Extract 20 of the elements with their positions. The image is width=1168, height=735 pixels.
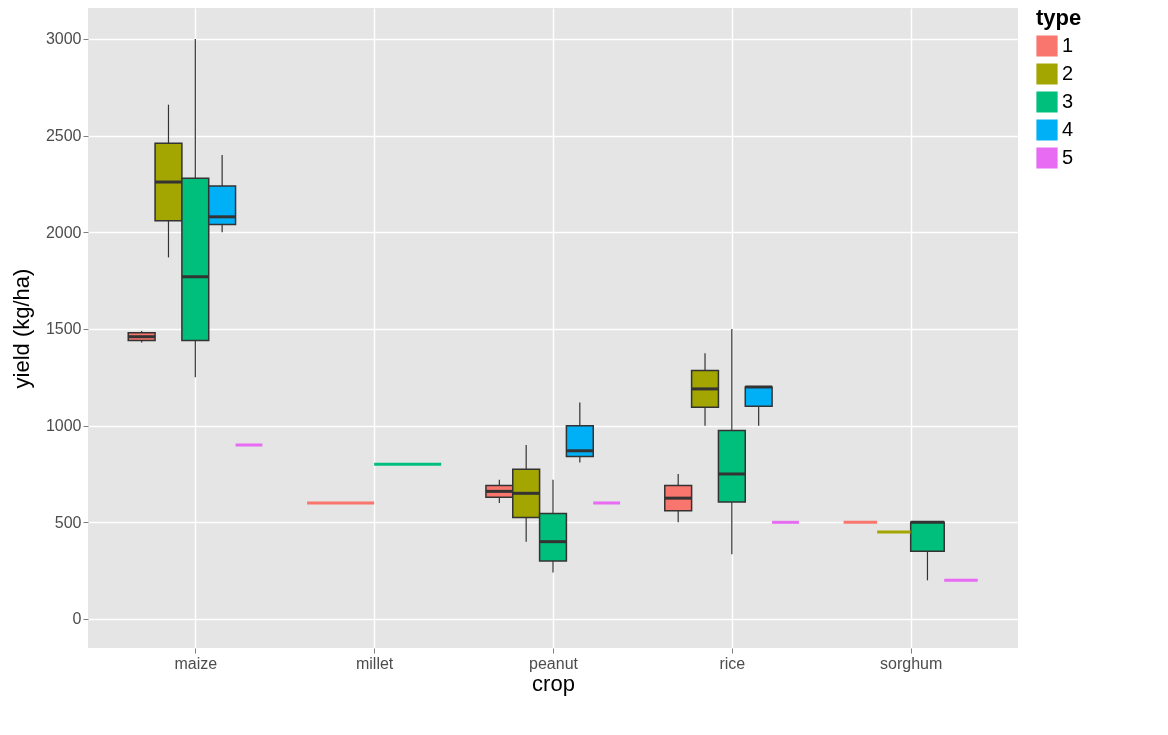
x-tick-label: peanut xyxy=(529,654,579,672)
legend-label: 4 xyxy=(1062,118,1074,140)
x-axis-title: crop xyxy=(532,670,575,696)
y-axis-title: yield (kg/ha) xyxy=(8,268,34,389)
x-tick-label: sorghum xyxy=(880,654,943,672)
legend-title: type xyxy=(1036,5,1082,30)
y-tick-label: 3000 xyxy=(45,30,82,48)
x-tick-label: rice xyxy=(719,654,746,672)
y-tick-label: 2500 xyxy=(45,127,82,145)
y-tick-label: 1500 xyxy=(45,320,82,338)
legend-label: 2 xyxy=(1062,62,1074,84)
legend-label: 3 xyxy=(1062,90,1074,112)
y-tick-label: 0 xyxy=(72,610,82,628)
legend-label: 1 xyxy=(1062,34,1074,56)
y-tick-label: 500 xyxy=(54,513,82,531)
x-tick-label: millet xyxy=(355,654,394,672)
y-tick-label: 1000 xyxy=(45,417,82,435)
legend-label: 5 xyxy=(1062,146,1074,168)
y-tick-label: 2000 xyxy=(45,223,82,241)
x-tick-label: maize xyxy=(174,654,218,672)
